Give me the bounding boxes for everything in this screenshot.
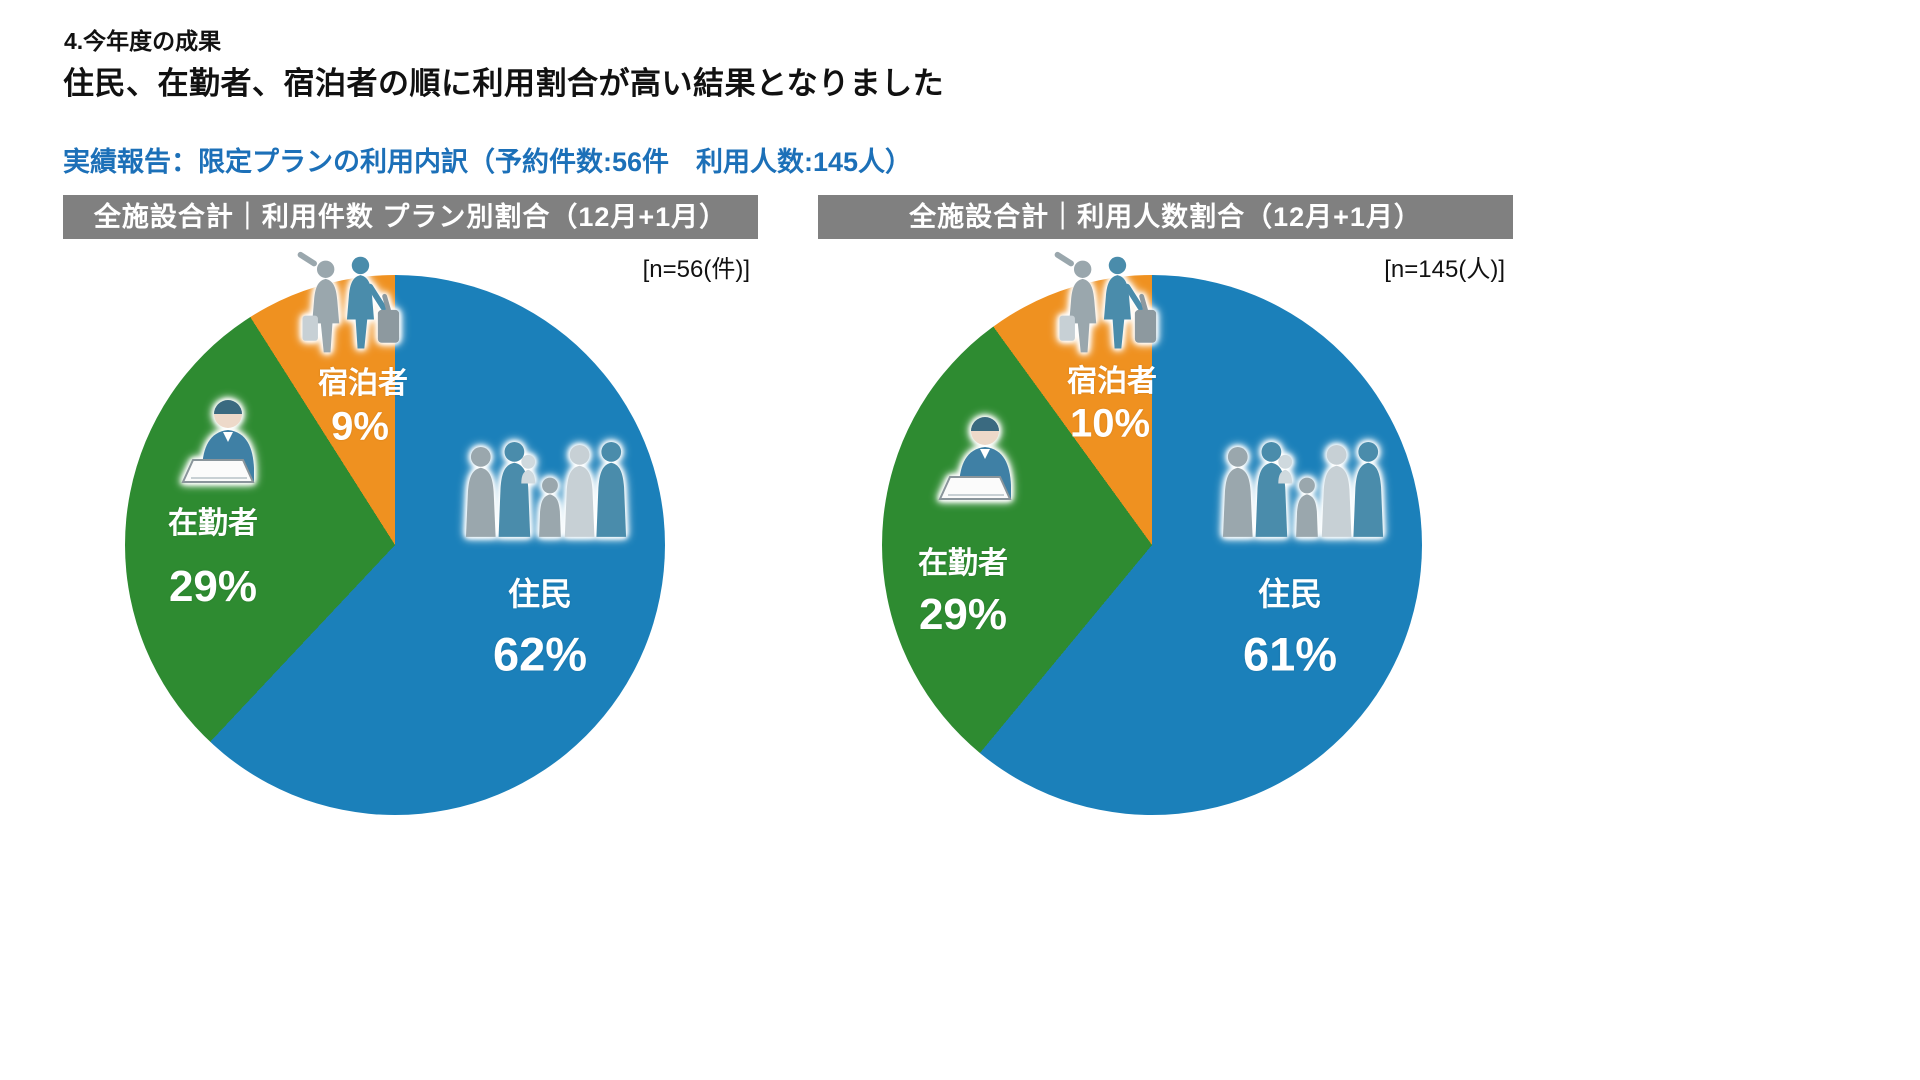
chart-visitor-count: 全施設合計｜利用人数割合（12月+1月） [n=145(人)] 宿泊者 10% … bbox=[818, 195, 1513, 845]
section-label: 4.今年度の成果 bbox=[64, 28, 222, 54]
segment-label-guest: 宿泊者 bbox=[318, 367, 408, 400]
segment-pct-worker: 29% bbox=[168, 562, 258, 611]
office-worker-icon bbox=[927, 407, 1043, 517]
chart-title-bar-people: 全施設合計｜利用人数割合（12月+1月） bbox=[818, 195, 1513, 239]
pie-graphic-people bbox=[882, 275, 1422, 815]
chart-usage-count: 全施設合計｜利用件数 プラン別割合（12月+1月） [n=56(件)] 宿泊者 … bbox=[63, 195, 758, 845]
pie-graphic-count bbox=[125, 275, 665, 815]
segment-pct-resident: 62% bbox=[492, 627, 588, 681]
segment-label-worker: 在勤者 bbox=[168, 507, 258, 540]
segment-pct-guest: 10% bbox=[1069, 401, 1151, 446]
page-title: 住民、在勤者、宿泊者の順に利用割合が高い結果となりました bbox=[63, 66, 945, 101]
travelers-icon bbox=[287, 250, 403, 362]
report-subtitle: 実績報告：限定プランの利用内訳（予約件数:56件 利用人数:145人） bbox=[63, 147, 913, 177]
sample-size-label-count: [n=56(件)] bbox=[642, 256, 750, 283]
office-worker-icon bbox=[170, 390, 286, 500]
segment-pct-resident: 61% bbox=[1242, 627, 1338, 681]
pie-chart-people: 宿泊者 10% 在勤者 29% 住民 61% bbox=[882, 275, 1422, 815]
segment-label-resident: 住民 bbox=[507, 576, 573, 612]
segment-pct-worker: 29% bbox=[918, 590, 1008, 639]
segment-label-resident: 住民 bbox=[1257, 576, 1323, 612]
sample-size-label-people: [n=145(人)] bbox=[1384, 256, 1505, 283]
segment-pct-guest: 9% bbox=[331, 404, 389, 449]
family-residents-icon bbox=[463, 428, 631, 546]
segment-label-guest: 宿泊者 bbox=[1067, 365, 1157, 398]
pie-chart-count: 宿泊者 9% 在勤者 29% 住民 62% bbox=[125, 275, 665, 815]
travelers-icon bbox=[1044, 250, 1160, 362]
family-residents-icon bbox=[1220, 428, 1388, 546]
segment-label-worker: 在勤者 bbox=[918, 547, 1008, 580]
chart-title-bar-count: 全施設合計｜利用件数 プラン別割合（12月+1月） bbox=[63, 195, 758, 239]
